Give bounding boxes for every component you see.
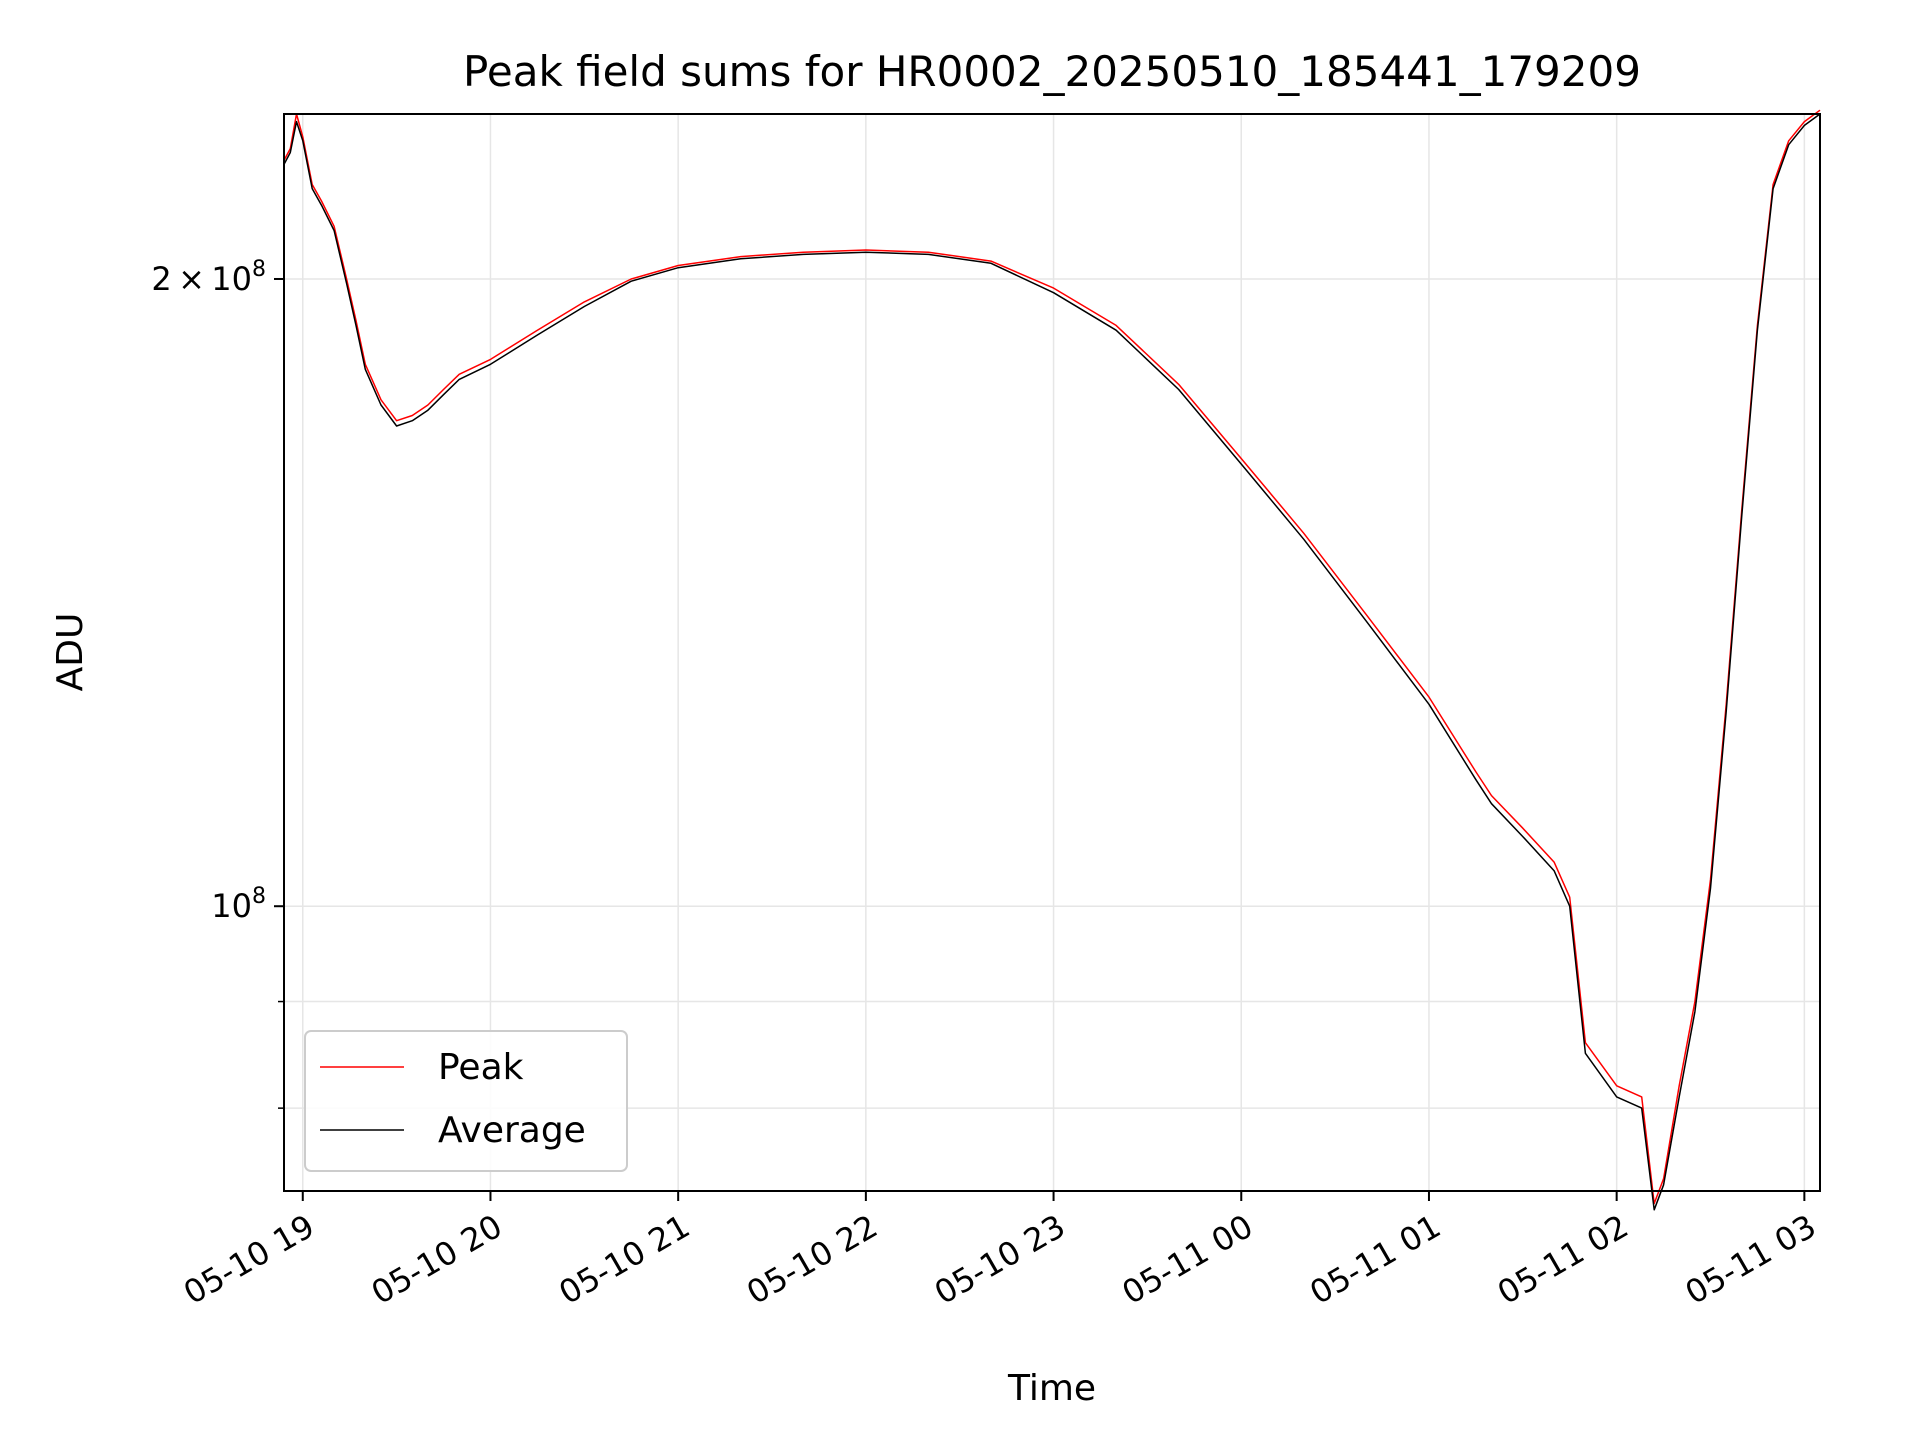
legend-label-peak: Peak	[438, 1047, 524, 1088]
x-tick-label: 05-10 20	[365, 1207, 509, 1312]
x-axis: 05-10 19 05-10 20 05-10 21 05-10 22 05-10 23…	[177, 1191, 1822, 1312]
legend-box	[304, 1030, 628, 1172]
x-tick-label: 05-10 22	[740, 1207, 884, 1312]
y-axis-label: ADU	[50, 613, 91, 692]
legend: Peak Average	[304, 1030, 628, 1172]
y-tick-label: 108	[211, 884, 266, 925]
x-tick-label: 05-10 21	[553, 1207, 697, 1312]
x-tick-label: 05-11 01	[1303, 1207, 1447, 1312]
series-line-peak	[283, 109, 1821, 1205]
x-tick-label: 05-10 19	[177, 1207, 321, 1312]
y-tick-label: 2 × 108	[151, 257, 266, 298]
plot-frame	[283, 113, 1821, 1192]
x-tick-label: 05-11 02	[1491, 1207, 1635, 1312]
x-axis-label: Time	[1007, 1368, 1096, 1409]
legend-label-average: Average	[438, 1110, 586, 1151]
x-tick-label: 05-11 03	[1679, 1207, 1823, 1312]
grid-lines	[284, 114, 1820, 1191]
x-tick-label: 05-10 23	[928, 1207, 1072, 1312]
x-tick-label: 05-11 00	[1116, 1207, 1260, 1312]
y-axis: 108 2 × 108	[151, 257, 284, 1109]
series-layer	[283, 109, 1821, 1211]
series-line-average	[283, 113, 1821, 1211]
chart-title: Peak field sums for HR0002_20250510_1854…	[463, 47, 1641, 96]
